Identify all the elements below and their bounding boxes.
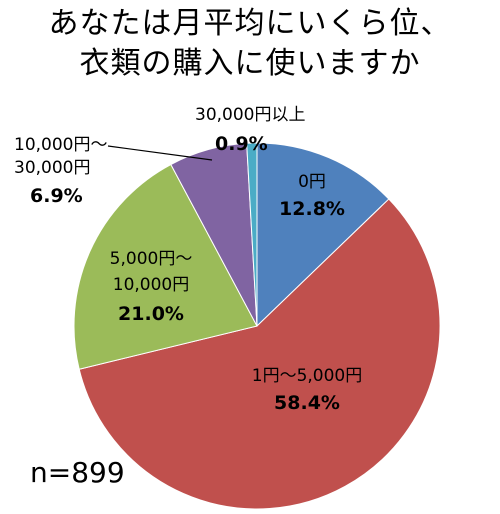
slice-30000-plus	[246, 142, 258, 327]
slice-label-1-5000: 1円〜5,000円	[251, 366, 363, 386]
slice-percent-10000-30000: 6.9%	[30, 185, 83, 207]
slice-label-0-yen: 0円	[298, 172, 326, 192]
slice-label-5000-10000: 5,000円〜 10,000円	[109, 249, 193, 295]
slice-1-5000	[78, 198, 441, 510]
slice-percent-0-yen: 12.8%	[279, 198, 345, 220]
slice-label-10000-30000: 10,000円〜 30,000円	[14, 135, 108, 178]
slice-percent-30000-plus: 0.9%	[215, 133, 268, 155]
sample-size-label: n=899	[30, 456, 125, 489]
slice-0-yen	[256, 142, 390, 328]
chart-title-line-1: あなたは月平均にいくら位、	[48, 6, 452, 41]
leader-line	[107, 145, 213, 161]
chart-title-line-2: 衣類の購入に使いますか	[79, 46, 421, 81]
slice-label-30000-plus: 30,000円以上	[195, 105, 306, 125]
slice-percent-1-5000: 58.4%	[274, 392, 340, 414]
slice-5000-10000	[73, 163, 258, 370]
slice-percent-5000-10000: 21.0%	[118, 303, 184, 325]
